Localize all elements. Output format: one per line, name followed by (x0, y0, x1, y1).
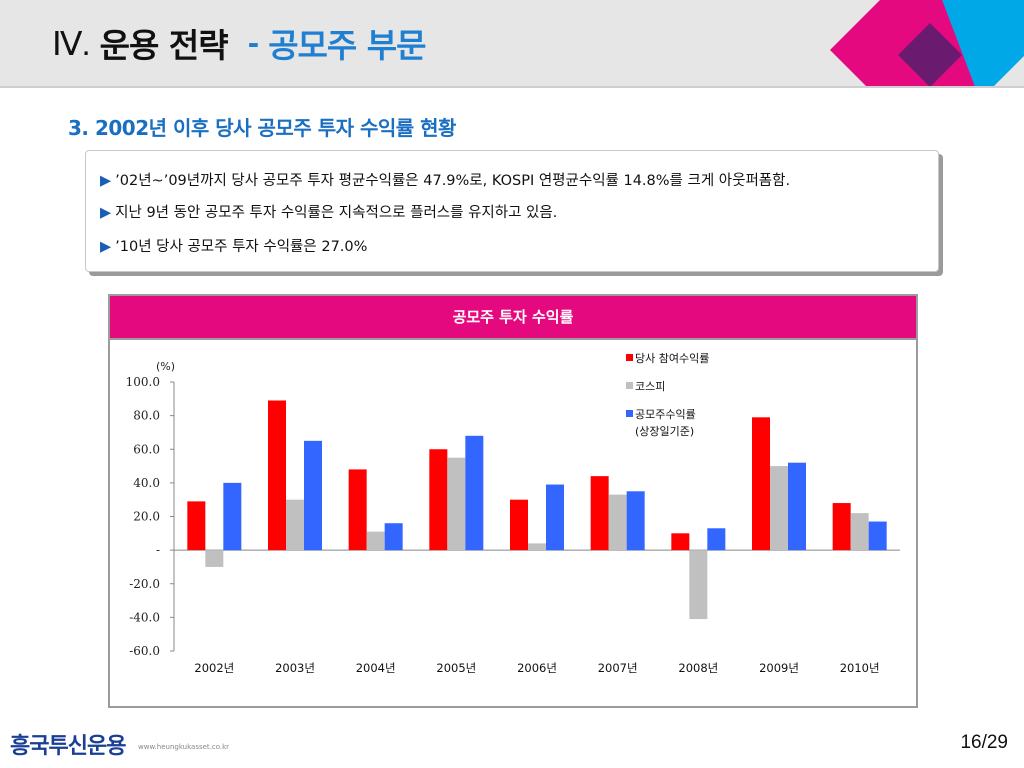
bar (348, 469, 367, 551)
bar (384, 523, 403, 551)
title-numeral: Ⅳ. (52, 24, 91, 62)
summary-line: ▶ ’02년~’09년까지 당사 공모주 투자 평균수익률은 47.9%로, KO… (100, 169, 790, 190)
legend-swatch (626, 354, 633, 361)
bar (286, 499, 304, 551)
bar (626, 491, 645, 551)
bar (447, 457, 466, 551)
legend-swatch (626, 410, 633, 417)
chart-title: 공모주 투자 수익률 (110, 296, 916, 340)
chart-frame: 공모주 투자 수익률 (%) 100.0 80.0 60.0 40.0 20.0 - -20.… (108, 294, 918, 708)
bar (268, 400, 286, 551)
bar (465, 435, 484, 551)
x-tick-label: 2008년 (678, 661, 718, 675)
bar (429, 449, 448, 551)
legend-sublabel: (상장일기준) (635, 424, 694, 438)
y-tick-label: 80.0 (133, 409, 160, 423)
triangle-right-icon: ▶ (100, 239, 112, 255)
triangle-right-icon: ▶ (100, 173, 112, 189)
y-axis-unit-label: (%) (156, 360, 175, 373)
x-tick-label: 2002년 (194, 661, 234, 675)
triangle-right-icon: ▶ (100, 205, 112, 221)
y-tick-label: -60.0 (129, 644, 160, 658)
summary-line-text: ’10년 당사 공모주 투자 수익률은 27.0% (115, 239, 368, 255)
bar-chart: (%) 100.0 80.0 60.0 40.0 20.0 - -20.0 -40.0 -60.0… (126, 352, 900, 675)
section-title: 3. 2002년 이후 당사 공모주 투자 수익률 현황 (68, 116, 456, 140)
x-tick-label: 2010년 (840, 661, 880, 675)
x-tick-label: 2007년 (598, 661, 638, 675)
page-number: 16/29 (960, 732, 1008, 753)
footer-url: www.heungkukasset.co.kr (138, 743, 230, 751)
bar (205, 550, 224, 567)
y-tick-label: 100.0 (126, 375, 160, 389)
title-main: 운용 전략 (99, 26, 229, 65)
bar (868, 521, 887, 551)
bar (707, 528, 726, 551)
bar (223, 482, 242, 551)
bar (671, 533, 690, 551)
y-tick-label: 20.0 (133, 510, 160, 524)
y-tick-label: - (156, 543, 160, 557)
summary-line-text: ’02년~’09년까지 당사 공모주 투자 평균수익률은 47.9%로, KOS… (115, 173, 791, 189)
legend-swatch (626, 382, 633, 389)
bar (546, 484, 564, 551)
x-tick-label: 2005년 (436, 661, 476, 675)
bar (788, 462, 806, 551)
title-subtitle: 공모주 부문 (268, 26, 426, 65)
y-tick-label: -20.0 (129, 577, 160, 591)
bar (832, 503, 851, 551)
legend-label: 당사 참여수익률 (635, 352, 709, 365)
summary-line: ▶ ’10년 당사 공모주 투자 수익률은 27.0% (100, 235, 367, 256)
bar (770, 466, 788, 551)
bar (752, 417, 770, 551)
x-tick-label: 2003년 (275, 661, 315, 675)
corner-diamond-logo-icon (830, 0, 1024, 86)
bar (590, 476, 609, 551)
bar (366, 531, 385, 551)
title-dash: - (247, 26, 260, 60)
bar (850, 513, 869, 551)
bar (304, 440, 322, 551)
header-bar: Ⅳ. 운용 전략 - 공모주 부문 (0, 0, 1024, 88)
bar (528, 543, 546, 551)
legend-label: 코스피 (635, 380, 665, 393)
bar (608, 494, 627, 551)
y-tick-label: -40.0 (129, 610, 160, 624)
legend-label: 공모주수익률 (635, 408, 696, 421)
summary-line: ▶ 지난 9년 동안 공모주 투자 수익률은 지속적으로 플러스를 유지하고 있음… (100, 201, 557, 222)
summary-line-text: 지난 9년 동안 공모주 투자 수익률은 지속적으로 플러스를 유지하고 있음. (115, 205, 558, 221)
page-title: Ⅳ. 운용 전략 - 공모주 부문 (52, 18, 426, 68)
bar (187, 501, 206, 551)
y-tick-label: 40.0 (133, 476, 160, 490)
x-tick-label: 2009년 (759, 661, 799, 675)
summary-box: ▶ ’02년~’09년까지 당사 공모주 투자 평균수익률은 47.9%로, KO… (85, 150, 939, 272)
bar (510, 499, 528, 551)
y-tick-label: 60.0 (133, 442, 160, 456)
footer-brand-logo: 흥국투신운용 (10, 734, 126, 759)
x-tick-label: 2004년 (356, 661, 396, 675)
bar (689, 550, 708, 620)
x-tick-label: 2006년 (517, 661, 557, 675)
